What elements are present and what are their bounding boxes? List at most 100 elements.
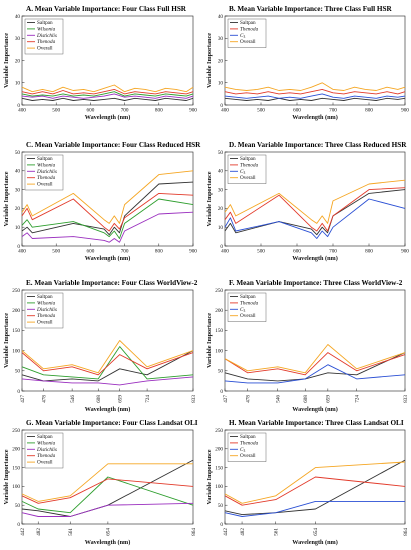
y-tick-label: 150 — [12, 328, 20, 334]
series-line-thenoda — [224, 352, 406, 376]
legend-label: Saltpan — [37, 20, 53, 26]
x-tick-label: 900 — [189, 108, 197, 114]
legend-label: Thenoda — [37, 39, 56, 45]
legend-label: Overall — [240, 453, 256, 459]
series-line-saltpan — [224, 97, 406, 101]
legend-label: Wilsonia — [37, 300, 56, 306]
y-tick-label: 200 — [12, 447, 20, 453]
chart-panel-4: D. Mean Variable Importance: Three Class… — [206, 141, 409, 262]
series-line-saltpan — [21, 181, 194, 236]
series-line-wilsonia — [21, 476, 194, 514]
x-tick-label: 700 — [121, 108, 129, 114]
panel-letter: F. — [229, 279, 236, 287]
x-tick-label: 400 — [221, 108, 229, 114]
panel-title-text: Mean Variable Importance: Three Class La… — [238, 419, 404, 427]
y-tick-label: 100 — [215, 484, 223, 490]
legend-box — [227, 18, 267, 48]
x-tick-label: 900 — [401, 249, 409, 255]
series-line-overall — [224, 461, 406, 504]
y-tick-label: 0 — [17, 244, 20, 250]
y-axis-label: Variable Importance — [3, 313, 10, 368]
panel-letter: C. — [26, 141, 35, 149]
x-tick-label: 400 — [18, 249, 26, 255]
series-line-saltpan — [21, 97, 194, 101]
legend-label: Wilsonia — [37, 26, 56, 32]
legend-label: C3 — [240, 307, 245, 313]
y-tick-label: 200 — [12, 308, 20, 314]
y-tick-label: 100 — [12, 484, 20, 490]
legend-label: Thenoda — [240, 26, 259, 32]
legend-box — [227, 154, 267, 184]
y-tick-label: 50 — [15, 369, 21, 375]
x-axis-label: Wavelength (nm) — [85, 539, 131, 546]
chart-panel-8: H. Mean Variable Importance: Three Class… — [206, 419, 409, 546]
y-tick-label: 20 — [15, 58, 21, 64]
legend-label: Overall — [240, 39, 256, 45]
y-tick-label: 30 — [218, 36, 224, 42]
x-axis-label: Wavelength (nm) — [85, 114, 131, 121]
x-tick-label: 546 — [276, 395, 282, 403]
series-line-distichlis — [21, 93, 194, 99]
panel-letter: H. — [229, 419, 238, 427]
y-tick-label: 250 — [215, 428, 223, 434]
legend-label: Distichlis — [36, 33, 57, 39]
panel-letter: D. — [229, 141, 238, 149]
y-tick-label: 0 — [220, 103, 223, 109]
panel-letter: E. — [26, 279, 34, 287]
y-tick-label: 50 — [218, 503, 224, 509]
series-line-c3 — [224, 364, 406, 384]
x-tick-label: 546 — [70, 395, 76, 403]
chart-panel-7: G. Mean Variable Importance: Four Class … — [3, 419, 198, 546]
legend-label: Saltpan — [240, 434, 256, 440]
x-tick-label: 700 — [121, 249, 129, 255]
x-tick-label: 478 — [245, 395, 251, 403]
series-line-thenoda — [224, 88, 406, 95]
panel-title: A. Mean Variable Importance: Four Class … — [26, 5, 187, 13]
y-tick-label: 50 — [15, 503, 21, 509]
x-tick-label: 833 — [403, 395, 409, 403]
x-axis-label: Wavelength (nm) — [292, 255, 338, 262]
y-tick-label: 10 — [15, 81, 21, 87]
panel-title: G. Mean Variable Importance: Four Class … — [26, 419, 198, 427]
legend-label: Overall — [37, 182, 53, 188]
y-tick-label: 100 — [12, 348, 20, 354]
x-tick-label: 442 — [20, 528, 26, 536]
panel-title: B. Mean Variable Importance: Three Class… — [229, 5, 392, 13]
x-tick-label: 600 — [87, 249, 95, 255]
series-line-thenoda — [224, 187, 406, 232]
x-tick-label: 600 — [293, 108, 301, 114]
legend-label: Overall — [37, 460, 53, 466]
panel-title-text: Mean Variable Importance: Four Class Red… — [35, 141, 201, 149]
y-tick-label: 0 — [220, 522, 223, 528]
x-tick-label: 427 — [223, 395, 229, 403]
x-axis-label: Wavelength (nm) — [292, 406, 338, 413]
legend-label-sub: 3 — [243, 449, 245, 453]
x-tick-label: 608 — [303, 395, 309, 403]
chart-panel-6: F. Mean Variable Importance: Three Class… — [206, 279, 409, 413]
series-line-thenoda — [224, 476, 406, 506]
x-tick-label: 724 — [354, 395, 360, 403]
legend-label-c: C — [240, 447, 244, 453]
legend-label: C3 — [240, 169, 245, 175]
y-tick-label: 0 — [17, 389, 20, 395]
legend-label: Saltpan — [240, 156, 256, 162]
y-tick-label: 20 — [218, 206, 224, 212]
series-line-overall — [21, 463, 193, 502]
legend-label: Overall — [37, 320, 53, 326]
legend-label: Thenoda — [240, 440, 259, 446]
y-tick-label: 20 — [15, 206, 21, 212]
x-tick-label: 800 — [155, 108, 163, 114]
panel-title-text: Mean Variable Importance: Three Class Re… — [238, 141, 407, 149]
y-tick-label: 150 — [215, 328, 223, 334]
y-axis-label: Variable Importance — [206, 449, 213, 504]
series-line-overall — [224, 179, 406, 224]
x-tick-label: 800 — [365, 249, 373, 255]
series-line-thenoda — [21, 352, 194, 376]
y-tick-label: 30 — [15, 187, 21, 193]
panel-title-text: Mean Variable Importance: Four Class Wor… — [34, 279, 197, 287]
x-tick-label: 900 — [401, 108, 409, 114]
x-tick-label: 800 — [155, 249, 163, 255]
x-tick-label: 561 — [274, 528, 280, 536]
y-axis-label: Variable Importance — [206, 33, 213, 88]
legend-label: Thenoda — [37, 175, 56, 181]
